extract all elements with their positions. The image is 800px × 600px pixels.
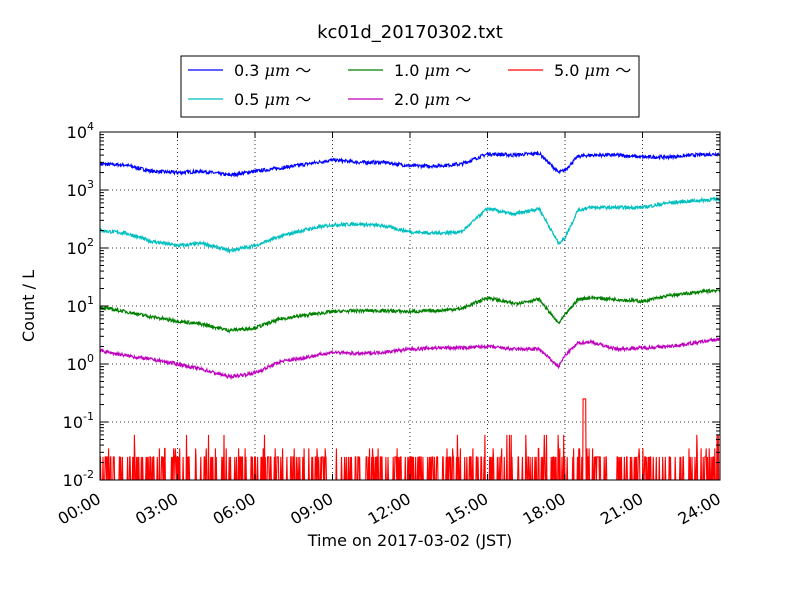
svg-text:5.0 μm ～: 5.0 μm ～ — [554, 61, 631, 80]
legend-item-1.0um: 1.0 μm ～ — [348, 61, 471, 80]
legend-label: 1.0 — [394, 61, 419, 80]
legend-item-0.5um: 0.5 μm ～ — [188, 90, 311, 109]
legend-unit: μm — [425, 90, 451, 109]
series-line — [99, 150, 721, 178]
legend-tail: ～ — [295, 61, 311, 80]
x-axis-label: Time on 2017-03-02 (JST) — [307, 531, 512, 550]
y-tick-label: 10-1 — [63, 410, 94, 432]
legend-item-5.0um: 5.0 μm ～ — [508, 61, 631, 80]
legend-label: 2.0 — [394, 90, 419, 109]
y-tick-label: 101 — [67, 294, 94, 316]
legend-unit: μm — [425, 61, 451, 80]
y-tick-label: 104 — [67, 120, 94, 142]
legend-tail: ～ — [295, 90, 311, 109]
legend-item-0.3um: 0.3 μm ～ — [188, 61, 311, 80]
svg-text:0.3 μm ～: 0.3 μm ～ — [234, 61, 311, 80]
legend-tail: ～ — [455, 61, 471, 80]
legend: 0.3 μm ～ 1.0 μm ～ 5.0 μm ～ 0.5 μm ～ 2.0 … — [180, 55, 640, 118]
legend-label: 0.5 — [234, 90, 259, 109]
series-line — [99, 196, 721, 254]
y-axis-label: Count / L — [19, 270, 38, 342]
legend-label: 0.3 — [234, 61, 259, 80]
legend-tail: ～ — [455, 90, 471, 109]
legend-unit: μm — [265, 90, 291, 109]
legend-tail: ～ — [615, 61, 631, 80]
series-line — [100, 287, 721, 335]
y-tick-label: 103 — [67, 178, 94, 200]
y-tick-label: 102 — [67, 236, 94, 258]
svg-text:1.0 μm ～: 1.0 μm ～ — [394, 61, 471, 80]
legend-label: 5.0 — [554, 61, 579, 80]
legend-box — [180, 55, 640, 118]
chart-title: kc01d_20170302.txt — [317, 22, 503, 43]
legend-item-2.0um: 2.0 μm ～ — [348, 90, 471, 109]
series-line — [99, 336, 721, 381]
svg-text:0.5 μm ～: 0.5 μm ～ — [234, 90, 311, 109]
legend-unit: μm — [265, 61, 291, 80]
svg-text:2.0 μm ～: 2.0 μm ～ — [394, 90, 471, 109]
legend-unit: μm — [585, 61, 611, 80]
y-tick-label: 100 — [67, 352, 94, 374]
y-tick-label: 10-2 — [63, 468, 94, 490]
